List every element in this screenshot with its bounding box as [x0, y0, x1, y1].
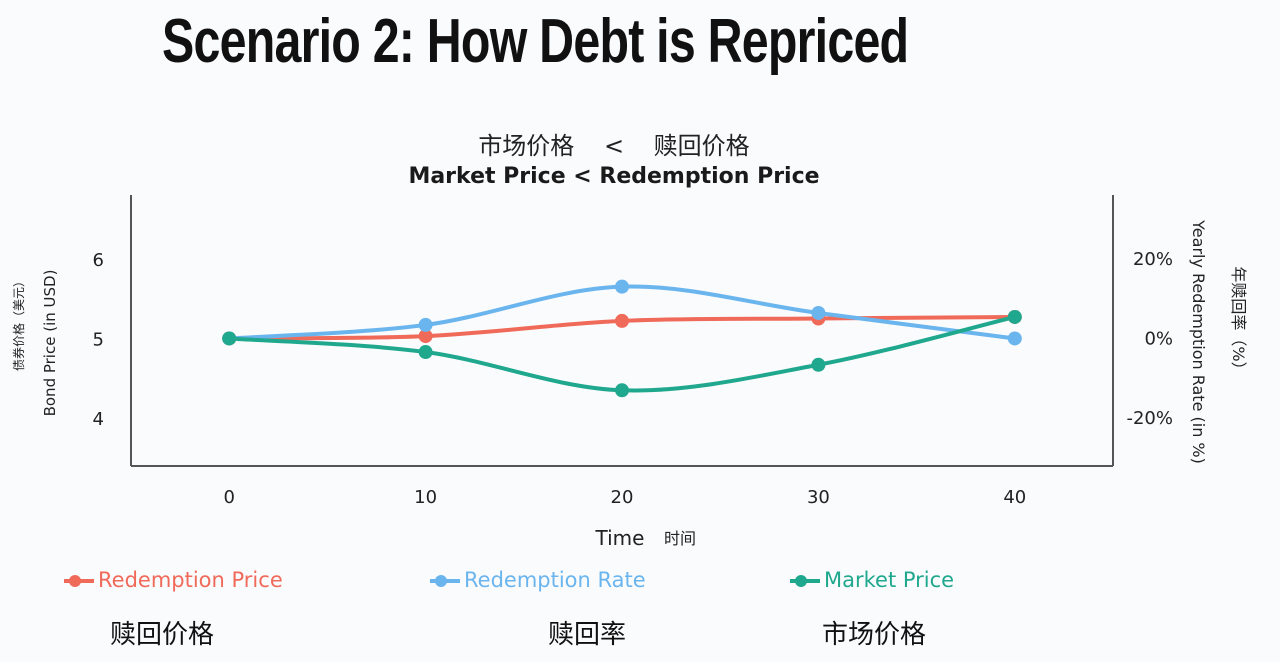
data-point-market-price: [811, 357, 826, 372]
x-tick-label: 20: [611, 487, 634, 508]
legend-item-redemption-rate: Redemption Rate: [430, 568, 646, 592]
data-point-redemption-rate: [811, 305, 826, 320]
data-point-redemption-rate: [1007, 331, 1022, 346]
legend-swatch-market-price: [790, 575, 820, 587]
y-tick-label: 4: [93, 409, 104, 430]
legend-item-redemption-price: Redemption Price: [64, 568, 283, 592]
series-points: [222, 279, 1022, 398]
data-point-redemption-price: [418, 329, 433, 344]
data-point-market-price: [222, 331, 237, 346]
data-point-redemption-price: [615, 313, 629, 328]
legend-label-redemption-rate: Redemption Rate: [464, 568, 646, 592]
data-point-redemption-rate: [615, 279, 629, 294]
x-tick-label: 30: [807, 487, 830, 508]
chart-subtitle-chinese: 市场价格 < 赎回价格: [478, 132, 750, 160]
x-axis-label: Time: [595, 526, 645, 550]
page-headline: Scenario 2: How Debt is Repriced: [162, 7, 909, 76]
y2-ticks: 20% 0% -20%: [1126, 249, 1173, 429]
y-tick-label: 5: [93, 329, 104, 350]
legend-swatch-redemption-rate: [430, 575, 460, 587]
x-ticks: 0 10 20 30 40: [223, 487, 1026, 508]
data-point-market-price: [1007, 309, 1022, 324]
y2-axis-label-chinese: 年赎回率（%）: [1229, 266, 1248, 377]
y-axis-label: Bond Price (in USD): [41, 270, 59, 417]
y2-tick-label: 20%: [1133, 249, 1173, 270]
series-line-redemption-rate: [227, 284, 1017, 341]
data-point-market-price: [418, 345, 433, 360]
x-tick-label: 0: [223, 487, 234, 508]
y-ticks: 4 5 6: [93, 250, 104, 430]
legend-label-chinese-redemption-rate: 赎回率: [548, 620, 627, 650]
legend-swatch-redemption-price: [64, 575, 94, 587]
legend-label-redemption-price: Redemption Price: [98, 568, 283, 592]
x-tick-label: 40: [1003, 487, 1026, 508]
series-line-market-price: [227, 314, 1017, 393]
legend-item-market-price: Market Price: [790, 568, 954, 592]
legend-label-market-price: Market Price: [824, 568, 955, 592]
legend-label-chinese-market-price: 市场价格: [822, 620, 927, 650]
y-tick-label: 6: [93, 250, 104, 271]
chart-title: Market Price < Redemption Price: [408, 164, 820, 189]
x-tick-label: 10: [414, 487, 437, 508]
x-axis-label-chinese: 时间: [664, 529, 696, 548]
data-point-redemption-rate: [418, 317, 433, 332]
y-axis-label-chinese: 债券价格（美元）: [11, 275, 26, 371]
y2-tick-label: -20%: [1126, 408, 1173, 429]
y2-axis-label: Yearly Redemption Rate (in %): [1189, 219, 1208, 464]
legend-label-chinese-redemption-price: 赎回价格: [110, 620, 215, 650]
series-lines: [227, 284, 1017, 393]
data-point-market-price: [615, 383, 629, 398]
y2-tick-label: 0%: [1144, 328, 1173, 349]
